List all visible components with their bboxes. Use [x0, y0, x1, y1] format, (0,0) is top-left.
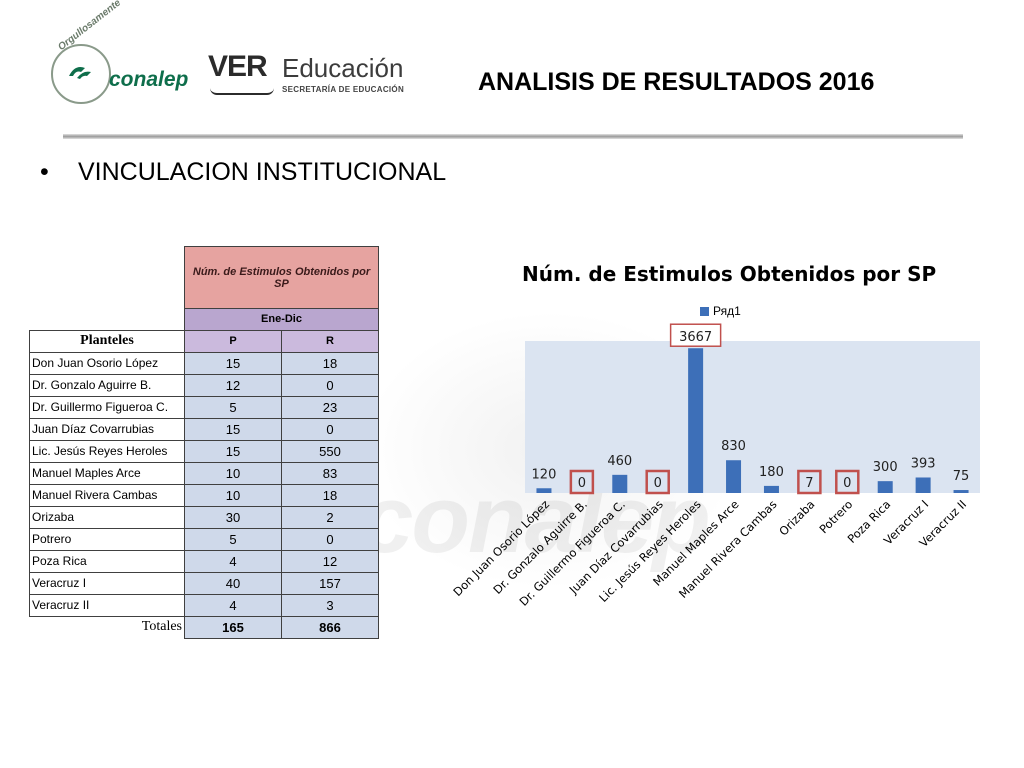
data-label: 393 — [911, 456, 936, 471]
plantel-name: Lic. Jesús Reyes Heroles — [29, 439, 185, 463]
p-value: 10 — [184, 461, 282, 485]
bar — [763, 485, 779, 493]
bar — [612, 474, 628, 493]
r-value: 2 — [281, 505, 379, 529]
r-value: 83 — [281, 461, 379, 485]
table-header-title-row: Núm. de Estimulos Obtenidos por SP — [30, 246, 379, 309]
conalep-logo: Orgullosamente conalep — [45, 0, 195, 104]
ver-logo-text: VER — [208, 50, 268, 83]
secretaria-logo-text: SECRETARÍA DE EDUCACIÓN — [282, 85, 405, 94]
bar — [536, 488, 552, 493]
plantel-name: Poza Rica — [29, 549, 185, 573]
highlight-box — [669, 323, 722, 347]
total-p: 165 — [184, 615, 282, 639]
conalep-ring-icon — [51, 44, 111, 104]
table-row: Dr. Gonzalo Aguirre B. 12 0 — [29, 373, 379, 397]
p-value: 4 — [184, 549, 282, 573]
section-heading: VINCULACION INSTITUCIONAL — [78, 158, 447, 186]
bar — [915, 477, 931, 493]
page-title: ANALISIS DE RESULTADOS 2016 — [478, 68, 875, 96]
p-value: 15 — [184, 351, 282, 375]
table-header-title: Núm. de Estimulos Obtenidos por SP — [184, 246, 379, 309]
highlight-box — [835, 469, 860, 495]
data-label: 460 — [607, 454, 632, 469]
bar — [726, 460, 742, 493]
r-value: 0 — [281, 527, 379, 551]
r-value: 12 — [281, 549, 379, 573]
table-row: Manuel Maples Arce 10 83 — [29, 461, 379, 485]
data-label: 3667 — [679, 330, 712, 345]
r-value: 0 — [281, 417, 379, 441]
table-row: Poza Rica 4 12 — [29, 549, 379, 573]
plantel-name: Dr. Gonzalo Aguirre B. — [29, 373, 185, 397]
column-header-planteles: Planteles — [29, 329, 185, 353]
p-value: 12 — [184, 373, 282, 397]
header-divider — [63, 134, 963, 139]
data-label: 0 — [578, 476, 586, 491]
legend-label: Ряд1 — [713, 304, 741, 318]
bar — [877, 481, 893, 493]
plantel-name: Juan Díaz Covarrubias — [29, 417, 185, 441]
section-bullet: • VINCULACION INSTITUCIONAL — [40, 158, 446, 187]
legend-swatch — [700, 307, 709, 317]
table-row: Juan Díaz Covarrubias 15 0 — [29, 417, 379, 441]
bar — [953, 490, 969, 493]
r-value: 550 — [281, 439, 379, 463]
data-label: 830 — [721, 439, 746, 454]
table-row: Veracruz II 4 3 — [29, 593, 379, 617]
results-table: Núm. de Estimulos Obtenidos por SP Ene-D… — [29, 246, 379, 639]
data-label: 180 — [759, 465, 784, 480]
table-totals-row: Totales 165 866 — [30, 615, 379, 639]
data-label: 300 — [873, 460, 898, 475]
plantel-name: Orizaba — [29, 505, 185, 529]
plot-area — [525, 341, 980, 493]
r-value: 157 — [281, 571, 379, 595]
highlight-box — [645, 469, 670, 495]
data-label: 0 — [843, 476, 851, 491]
conalep-logo-text: conalep — [109, 68, 189, 91]
highlight-box — [797, 469, 822, 495]
table-row: Manuel Rivera Cambas 10 18 — [29, 483, 379, 507]
total-r: 866 — [281, 615, 379, 639]
conalep-mark-icon — [69, 67, 91, 79]
r-value: 3 — [281, 593, 379, 617]
plantel-name: Manuel Rivera Cambas — [29, 483, 185, 507]
column-header-r: R — [281, 329, 379, 353]
data-label: 0 — [654, 476, 662, 491]
r-value: 18 — [281, 483, 379, 507]
plantel-name: Dr. Guillermo Figueroa C. — [29, 395, 185, 419]
table-row: Veracruz I 40 157 — [29, 571, 379, 595]
chart-title: Núm. de Estimulos Obtenidos por SP — [522, 262, 937, 286]
data-label: 7 — [805, 476, 813, 491]
highlight-box — [569, 469, 595, 495]
educacion-logo-text: Educación — [282, 53, 404, 83]
p-value: 15 — [184, 417, 282, 441]
category-label: Orizaba — [776, 497, 817, 538]
r-value: 18 — [281, 351, 379, 375]
data-label: 120 — [532, 467, 557, 482]
table-header-period: Ene-Dic — [184, 308, 379, 331]
ver-educacion-logo: VER Educación SECRETARÍA DE EDUCACIÓN — [208, 50, 404, 95]
plantel-name: Veracruz II — [29, 593, 185, 617]
column-header-p: P — [184, 329, 282, 353]
plantel-name: Potrero — [29, 527, 185, 551]
table-column-header-row: Planteles P R — [29, 329, 379, 353]
bullet-dot-icon: • — [40, 158, 49, 186]
p-value: 4 — [184, 593, 282, 617]
chart-legend: Ряд1 — [700, 304, 741, 318]
ver-wave-icon — [210, 88, 274, 95]
table-header-period-row: Ene-Dic — [30, 308, 379, 331]
plantel-name: Manuel Maples Arce — [29, 461, 185, 485]
table-row: Orizaba 30 2 — [29, 505, 379, 529]
bar — [688, 348, 704, 493]
data-label: 75 — [953, 469, 970, 484]
totals-label: Totales — [141, 619, 182, 635]
